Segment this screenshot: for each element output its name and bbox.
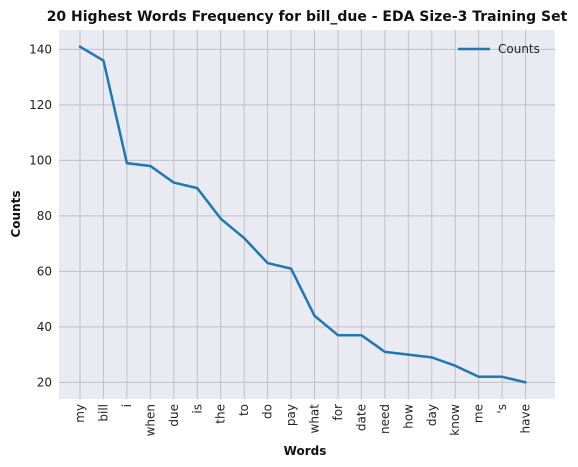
x-axis-label: Words [284, 444, 327, 458]
x-tick-label: bill [96, 404, 110, 422]
legend-label-counts: Counts [498, 42, 540, 56]
y-tick-labels: 20 40 60 80 100 120 140 [29, 42, 52, 389]
x-tick-labels: my bill i when due is the to do pay what for date nee… [73, 404, 533, 437]
x-tick-label: the [214, 404, 228, 424]
x-tick-label: to [237, 404, 251, 416]
x-tick-label: 's [495, 404, 509, 414]
x-tick-label: pay [284, 404, 298, 426]
x-tick-label: what [308, 404, 322, 434]
x-tick-label: me [472, 404, 486, 423]
x-tick-label: i [120, 404, 134, 407]
series-layer [78, 45, 527, 384]
y-tick-label: 60 [37, 264, 52, 278]
x-tick-label: is [190, 404, 204, 414]
y-tick-label: 120 [29, 98, 52, 112]
x-tick-label: due [167, 404, 181, 427]
legend: Counts [458, 42, 540, 56]
y-tick-label: 100 [29, 153, 52, 167]
x-tick-label: date [354, 404, 368, 431]
plot-area [59, 30, 555, 399]
x-tick-label: my [73, 404, 87, 423]
x-tick-label: how [401, 404, 415, 429]
x-tick-label: need [378, 404, 392, 434]
y-tick-label: 20 [37, 375, 52, 389]
x-tick-label: know [448, 404, 462, 436]
x-tick-label: do [261, 404, 275, 419]
y-axis-label: Counts [9, 190, 23, 237]
x-tick-label: day [425, 404, 439, 426]
chart-title: 20 Highest Words Frequency for bill_due … [47, 9, 568, 25]
y-tick-label: 40 [37, 320, 52, 334]
series-line-counts [78, 45, 527, 384]
y-tick-label: 140 [29, 42, 52, 56]
x-tick-label: when [143, 404, 157, 436]
gridlines [59, 30, 555, 399]
x-tick-label: have [519, 404, 533, 433]
x-tick-label: for [331, 404, 345, 421]
y-tick-label: 80 [37, 209, 52, 223]
